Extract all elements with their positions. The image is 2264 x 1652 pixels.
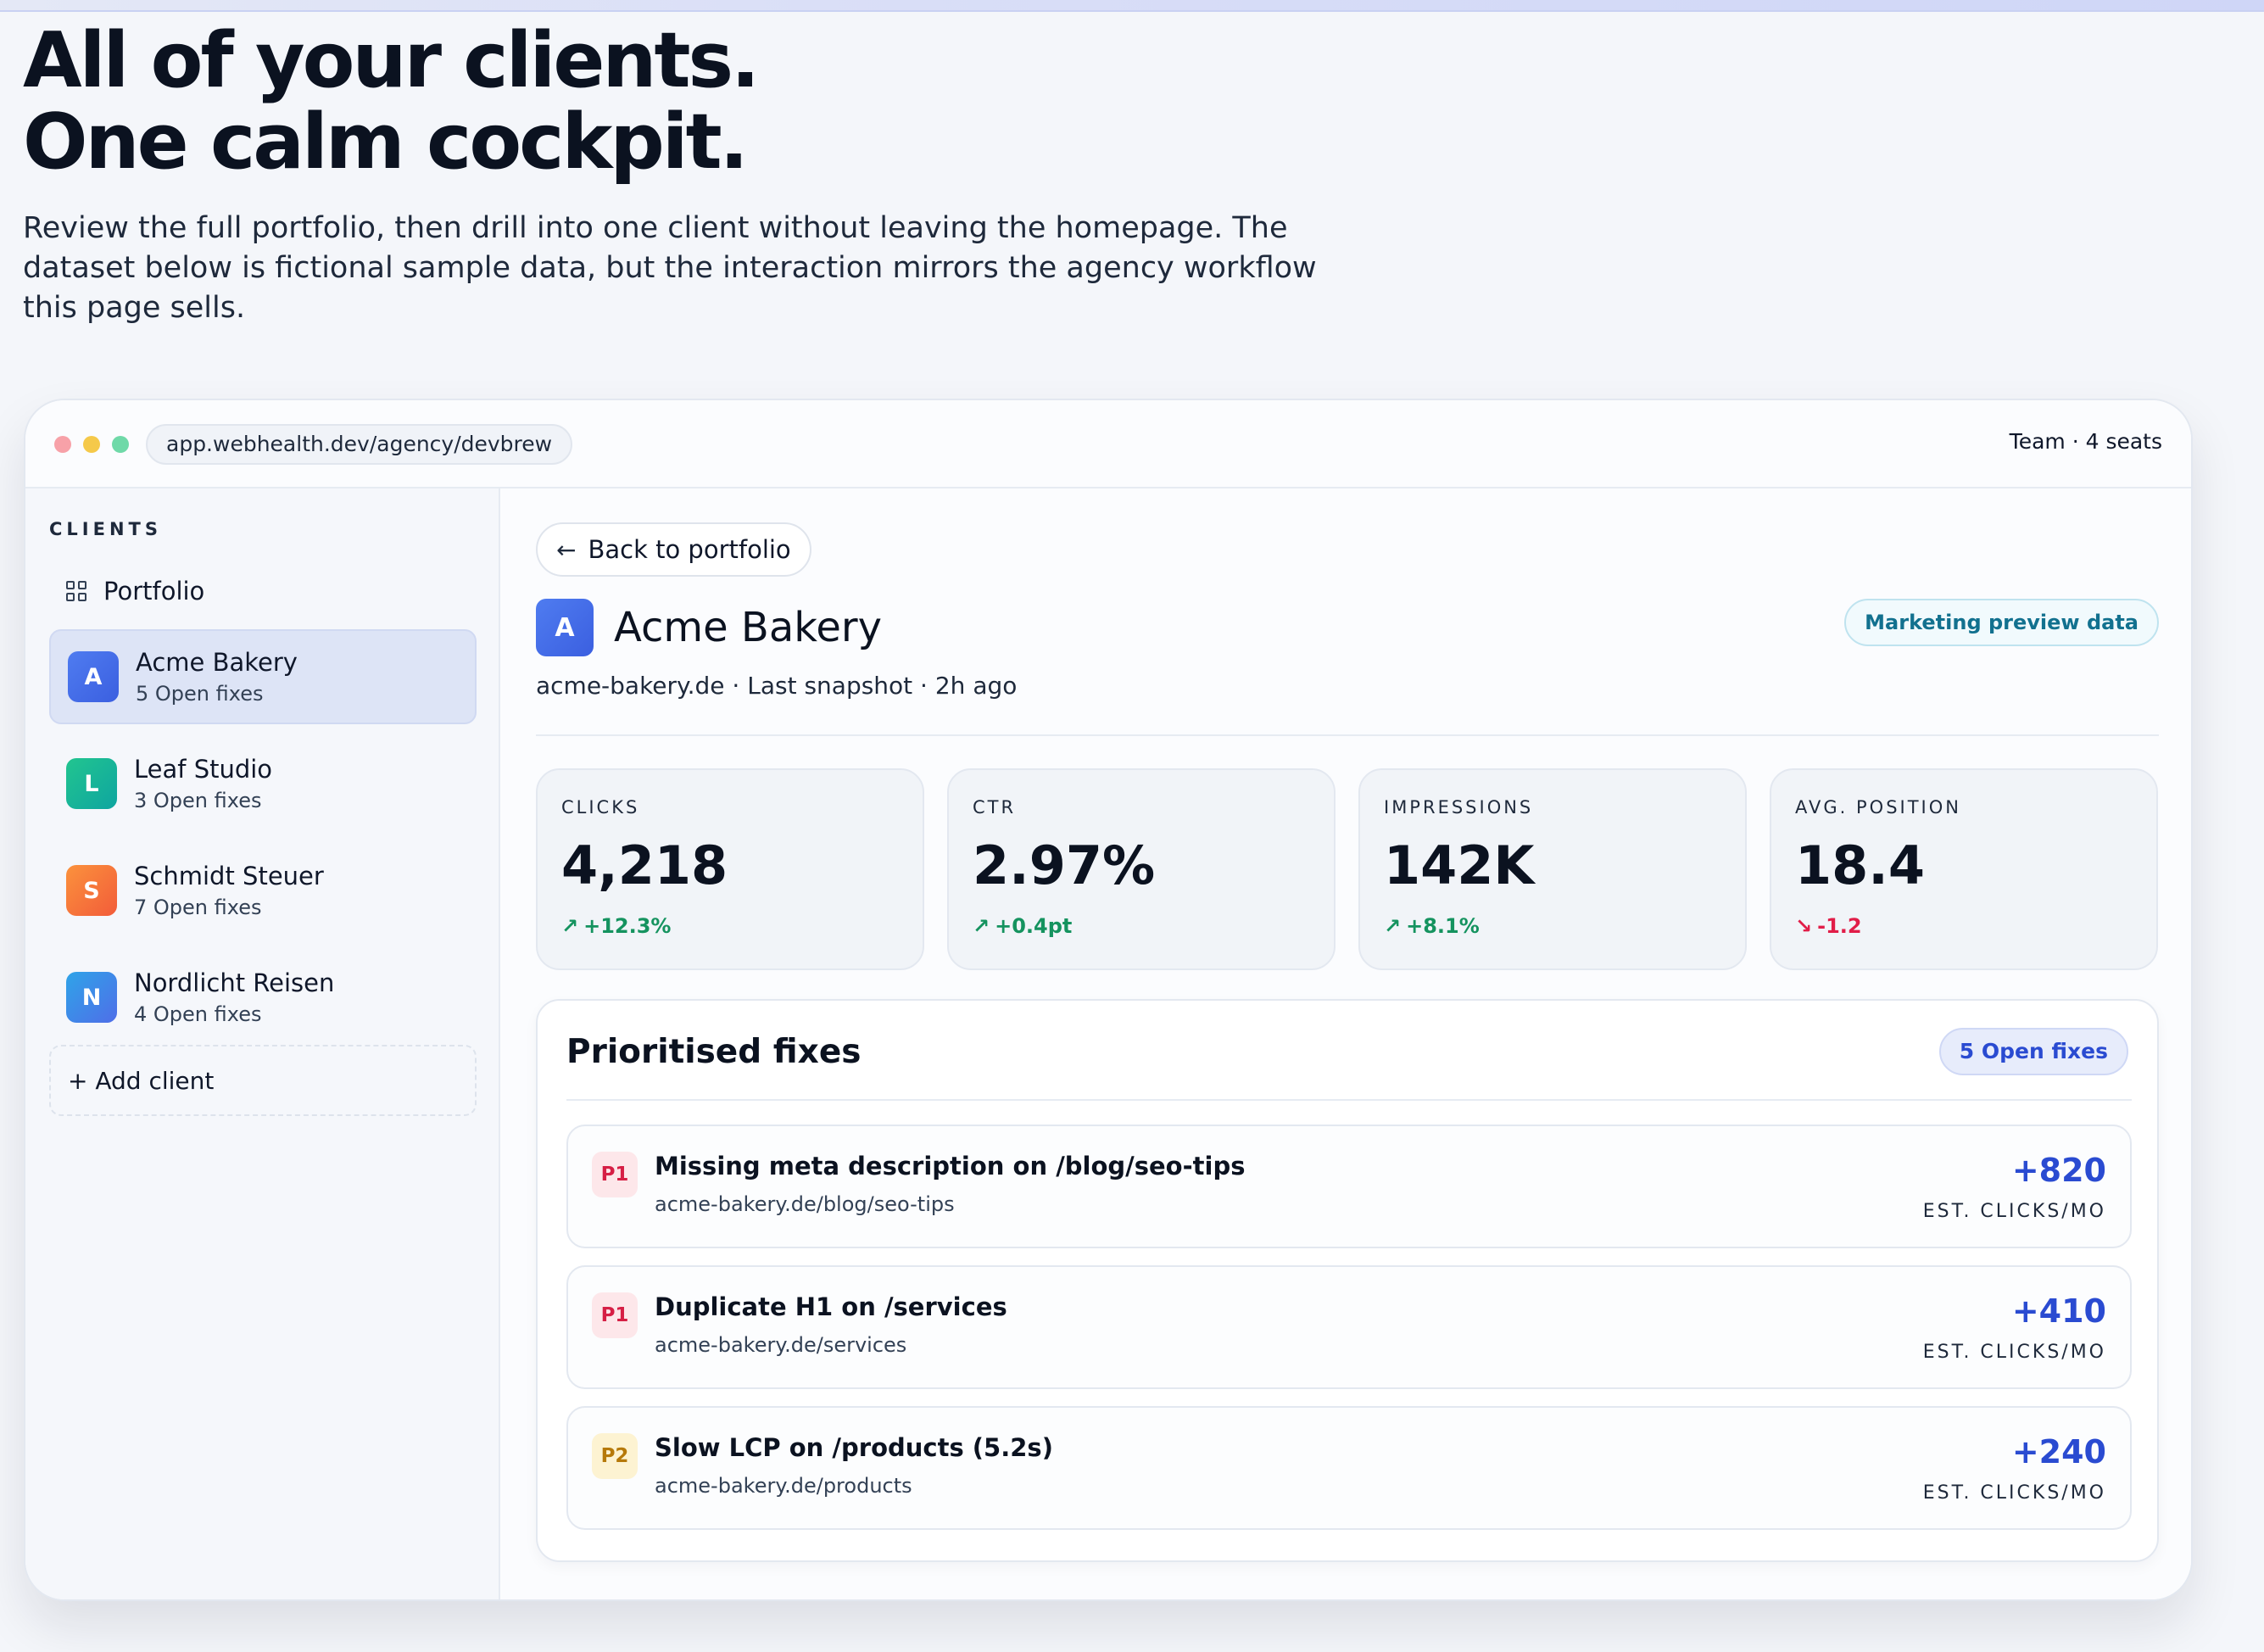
- metric-delta: ↘ -1.2: [1795, 914, 1862, 938]
- window-controls: [54, 436, 129, 453]
- trend-up-icon: ↗: [561, 914, 579, 938]
- avatar: S: [66, 865, 117, 916]
- metric-card-clicks: CLICKS 4,218 ↗ +12.3%: [536, 768, 924, 970]
- fix-unit: EST. CLICKS/MO: [1922, 1342, 2106, 1363]
- sidebar-item-schmidt-steuer[interactable]: S Schmidt Steuer 7 Open fixes: [49, 843, 477, 938]
- trend-up-icon: ↗: [973, 914, 990, 938]
- metric-card-impressions: IMPRESSIONS 142K ↗ +8.1%: [1358, 768, 1747, 970]
- sidebar-label: CLIENTS: [49, 519, 162, 539]
- hero-title-line-2: One calm cockpit.: [23, 98, 749, 187]
- metric-label: IMPRESSIONS: [1384, 797, 1534, 818]
- client-open-fixes: 5 Open fixes: [136, 682, 264, 706]
- back-to-portfolio-button[interactable]: ← Back to portfolio: [536, 522, 811, 577]
- fix-unit: EST. CLICKS/MO: [1922, 1482, 2106, 1504]
- clients-sidebar: CLIENTS Portfolio A Acme Bakery 5 Open f…: [25, 488, 500, 1599]
- client-name: Leaf Studio: [134, 755, 273, 784]
- fixes-title: Prioritised fixes: [566, 1033, 862, 1071]
- client-open-fixes: 4 Open fixes: [134, 1002, 262, 1026]
- page-title: Acme Bakery: [614, 604, 883, 651]
- arrow-left-icon: ←: [556, 535, 577, 564]
- metric-delta-value: +8.1%: [1406, 914, 1480, 938]
- divider: [566, 1099, 2132, 1101]
- minimize-dot-icon[interactable]: [83, 436, 100, 453]
- app-window: app.webhealth.dev/agency/devbrew Team · …: [24, 399, 2193, 1601]
- grid-icon: [66, 581, 86, 601]
- metric-value: 4,218: [561, 834, 728, 896]
- metric-delta-value: -1.2: [1817, 914, 1862, 938]
- prioritised-fixes-panel: Prioritised fixes 5 Open fixes P1 Missin…: [536, 999, 2159, 1562]
- sidebar-item-nordlicht-reisen[interactable]: N Nordlicht Reisen 4 Open fixes: [49, 950, 477, 1045]
- fix-item[interactable]: P1 Duplicate H1 on /services acme-bakery…: [566, 1265, 2132, 1389]
- fix-est-clicks: +410: [2011, 1292, 2106, 1330]
- client-detail: ← Back to portfolio A Acme Bakery Market…: [500, 488, 2191, 1599]
- metric-delta: ↗ +12.3%: [561, 914, 671, 938]
- metric-label: CLICKS: [561, 797, 640, 818]
- fix-title: Duplicate H1 on /services: [655, 1292, 1007, 1321]
- maximize-dot-icon[interactable]: [112, 436, 129, 453]
- avatar: A: [68, 651, 119, 702]
- preview-badge: Marketing preview data: [1844, 599, 2159, 646]
- client-name: Acme Bakery: [136, 648, 298, 677]
- priority-badge: P1: [592, 1292, 638, 1338]
- trend-down-icon: ↘: [1795, 914, 1813, 938]
- portfolio-label: Portfolio: [103, 577, 205, 606]
- metric-value: 2.97%: [973, 834, 1156, 896]
- team-seats: Team · 4 seats: [2009, 429, 2162, 454]
- fix-unit: EST. CLICKS/MO: [1922, 1201, 2106, 1222]
- metric-value: 18.4: [1795, 834, 1925, 896]
- sidebar-item-acme-bakery[interactable]: A Acme Bakery 5 Open fixes: [49, 629, 477, 724]
- back-label: Back to portfolio: [588, 535, 791, 564]
- hero: All of your clients. One calm cockpit. R…: [23, 20, 1380, 328]
- avatar: N: [66, 972, 117, 1023]
- metric-value: 142K: [1384, 834, 1535, 896]
- fix-item[interactable]: P1 Missing meta description on /blog/seo…: [566, 1125, 2132, 1248]
- metric-card-avg-position: AVG. POSITION 18.4 ↘ -1.2: [1770, 768, 2158, 970]
- fix-item[interactable]: P2 Slow LCP on /products (5.2s) acme-bak…: [566, 1406, 2132, 1530]
- metric-label: AVG. POSITION: [1795, 797, 1961, 818]
- client-meta: acme-bakery.de · Last snapshot · 2h ago: [536, 672, 1018, 700]
- client-name: Nordlicht Reisen: [134, 968, 335, 997]
- priority-badge: P2: [592, 1433, 638, 1479]
- trend-up-icon: ↗: [1384, 914, 1402, 938]
- metric-card-ctr: CTR 2.97% ↗ +0.4pt: [947, 768, 1336, 970]
- sidebar-item-portfolio[interactable]: Portfolio: [66, 570, 204, 612]
- sidebar-item-leaf-studio[interactable]: L Leaf Studio 3 Open fixes: [49, 736, 477, 831]
- metric-delta: ↗ +0.4pt: [973, 914, 1072, 938]
- close-dot-icon[interactable]: [54, 436, 71, 453]
- add-client-button[interactable]: + Add client: [49, 1045, 477, 1116]
- client-open-fixes: 7 Open fixes: [134, 896, 262, 919]
- metric-delta: ↗ +8.1%: [1384, 914, 1480, 938]
- metric-delta-value: +0.4pt: [995, 914, 1073, 938]
- metric-label: CTR: [973, 797, 1017, 818]
- priority-badge: P1: [592, 1152, 638, 1197]
- fix-est-clicks: +820: [2011, 1152, 2106, 1189]
- window-titlebar: app.webhealth.dev/agency/devbrew Team · …: [25, 400, 2191, 488]
- client-header: A Acme Bakery: [536, 599, 882, 656]
- client-open-fixes: 3 Open fixes: [134, 789, 262, 812]
- hero-title-line-1: All of your clients.: [23, 16, 760, 105]
- top-accent-bar: [0, 0, 2264, 12]
- fix-url: acme-bakery.de/services: [655, 1333, 907, 1357]
- fix-title: Missing meta description on /blog/seo-ti…: [655, 1152, 1246, 1180]
- avatar: L: [66, 758, 117, 809]
- fix-url: acme-bakery.de/blog/seo-tips: [655, 1192, 955, 1216]
- client-name: Schmidt Steuer: [134, 862, 324, 890]
- metric-delta-value: +12.3%: [583, 914, 672, 938]
- address-bar[interactable]: app.webhealth.dev/agency/devbrew: [146, 424, 573, 465]
- fix-est-clicks: +240: [2011, 1433, 2106, 1471]
- hero-title: All of your clients. One calm cockpit.: [23, 20, 1380, 183]
- fix-title: Slow LCP on /products (5.2s): [655, 1433, 1053, 1462]
- fix-url: acme-bakery.de/products: [655, 1474, 912, 1498]
- divider: [536, 734, 2159, 736]
- open-fixes-badge: 5 Open fixes: [1938, 1028, 2128, 1075]
- avatar: A: [536, 599, 594, 656]
- hero-description: Review the full portfolio, then drill in…: [23, 211, 1317, 325]
